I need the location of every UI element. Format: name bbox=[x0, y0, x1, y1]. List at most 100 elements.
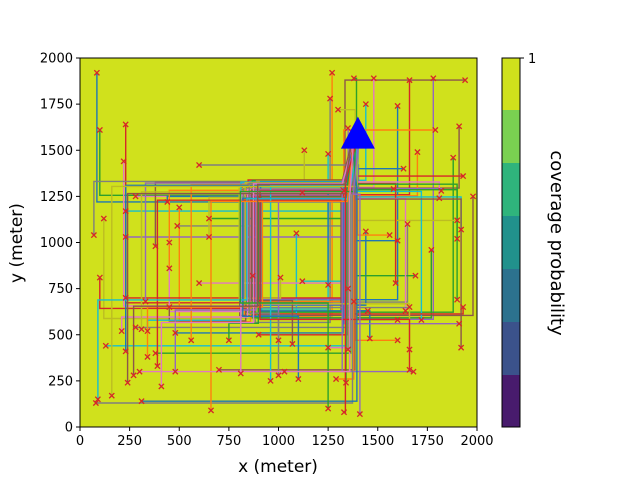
colorbar-band bbox=[502, 269, 520, 322]
endpoint-marker bbox=[432, 126, 439, 134]
y-axis-label: y (meter) bbox=[7, 203, 27, 283]
endpoint-marker bbox=[404, 220, 411, 228]
endpoint-marker bbox=[344, 125, 352, 132]
x-tick-label: 1500 bbox=[361, 434, 394, 449]
endpoint-marker bbox=[277, 274, 284, 281]
endpoint-marker bbox=[299, 189, 306, 196]
x-tick-label: 0 bbox=[76, 434, 84, 449]
colorbar bbox=[502, 58, 520, 427]
colorbar-band bbox=[502, 163, 520, 216]
endpoint-marker bbox=[329, 69, 336, 76]
endpoint-marker bbox=[350, 75, 357, 82]
y-tick-label: 0 bbox=[65, 421, 73, 436]
endpoint-marker bbox=[325, 281, 332, 288]
endpoint-marker bbox=[340, 409, 348, 416]
endpoint-marker bbox=[460, 173, 467, 180]
y-tick-label: 750 bbox=[48, 282, 73, 297]
endpoint-marker bbox=[458, 344, 465, 351]
endpoint-marker bbox=[166, 265, 173, 272]
endpoint-marker bbox=[215, 366, 223, 373]
y-tick-label: 2000 bbox=[40, 52, 73, 67]
y-tick-label: 1000 bbox=[40, 236, 73, 251]
endpoint-marker bbox=[390, 185, 397, 193]
endpoint-marker bbox=[275, 337, 282, 344]
endpoint-marker bbox=[207, 407, 215, 414]
endpoint-marker bbox=[394, 102, 401, 110]
y-tick-label: 1250 bbox=[40, 190, 73, 205]
endpoint-marker bbox=[138, 326, 145, 333]
endpoint-marker bbox=[456, 320, 463, 327]
endpoint-marker bbox=[120, 158, 127, 165]
endpoint-marker bbox=[176, 204, 183, 211]
endpoint-marker bbox=[172, 368, 179, 375]
endpoint-marker bbox=[406, 346, 413, 353]
endpoint-marker bbox=[428, 246, 435, 253]
colorbar-tick-label: 1 bbox=[528, 52, 536, 67]
endpoint-marker bbox=[454, 217, 461, 224]
endpoint-marker bbox=[293, 230, 300, 237]
endpoint-marker bbox=[158, 383, 165, 390]
endpoint-marker bbox=[410, 368, 417, 375]
endpoint-marker bbox=[144, 353, 151, 360]
endpoint-marker bbox=[392, 280, 399, 287]
endpoint-marker bbox=[172, 329, 179, 336]
endpoint-marker bbox=[412, 272, 419, 279]
endpoint-marker bbox=[94, 396, 101, 403]
endpoint-marker bbox=[205, 233, 213, 241]
endpoint-marker bbox=[406, 304, 413, 311]
endpoint-marker bbox=[152, 243, 159, 250]
endpoint-marker bbox=[164, 198, 171, 205]
endpoint-marker bbox=[356, 411, 363, 418]
endpoint-marker bbox=[362, 228, 369, 235]
endpoint-marker bbox=[394, 237, 401, 244]
endpoint-marker bbox=[430, 75, 437, 82]
x-tick-label: 500 bbox=[167, 434, 192, 449]
endpoint-marker bbox=[344, 285, 352, 292]
endpoint-marker bbox=[325, 150, 332, 157]
endpoint-marker bbox=[142, 298, 149, 305]
endpoint-marker bbox=[130, 372, 137, 379]
endpoint-marker bbox=[400, 165, 407, 172]
endpoint-marker bbox=[469, 193, 477, 200]
endpoint-marker bbox=[188, 337, 195, 344]
endpoint-marker bbox=[386, 232, 393, 239]
endpoint-marker bbox=[325, 405, 332, 412]
y-tick-label: 1750 bbox=[40, 98, 73, 113]
endpoint-marker bbox=[152, 350, 159, 357]
endpoint-marker bbox=[90, 232, 97, 239]
endpoint-marker bbox=[93, 69, 100, 76]
trajectory-line bbox=[155, 140, 356, 354]
x-tick-label: 250 bbox=[117, 434, 142, 449]
uav-trajectories bbox=[93, 72, 474, 415]
colorbar-band bbox=[502, 375, 520, 427]
endpoint-marker bbox=[340, 187, 348, 194]
endpoint-marker bbox=[174, 222, 181, 229]
x-tick-label: 2000 bbox=[460, 434, 493, 449]
endpoint-marker bbox=[454, 235, 461, 242]
endpoint-marker bbox=[122, 294, 129, 301]
trajectory-endpoints bbox=[90, 69, 477, 418]
endpoint-marker bbox=[96, 126, 103, 134]
endpoint-marker bbox=[406, 77, 413, 84]
endpoint-marker bbox=[295, 375, 302, 383]
endpoint-marker bbox=[350, 298, 357, 305]
trajectory-line bbox=[341, 140, 414, 373]
endpoint-marker bbox=[460, 304, 467, 311]
endpoint-marker bbox=[325, 344, 332, 351]
endpoint-marker bbox=[362, 101, 369, 108]
trajectory-line bbox=[139, 140, 355, 373]
trajectory-line bbox=[132, 140, 353, 376]
endpoint-marker bbox=[418, 316, 425, 324]
endpoint-marker bbox=[166, 239, 173, 246]
endpoint-marker bbox=[299, 278, 306, 285]
endpoint-marker bbox=[414, 149, 421, 156]
endpoint-marker bbox=[225, 337, 232, 344]
endpoint-marker bbox=[406, 366, 413, 373]
base-station-marker bbox=[340, 116, 375, 149]
colorbar-band bbox=[502, 216, 520, 269]
endpoint-marker bbox=[102, 342, 109, 349]
endpoint-marker bbox=[454, 296, 461, 303]
endpoint-marker bbox=[364, 307, 371, 314]
colorbar-frame bbox=[501, 57, 521, 428]
endpoint-marker bbox=[205, 215, 213, 222]
